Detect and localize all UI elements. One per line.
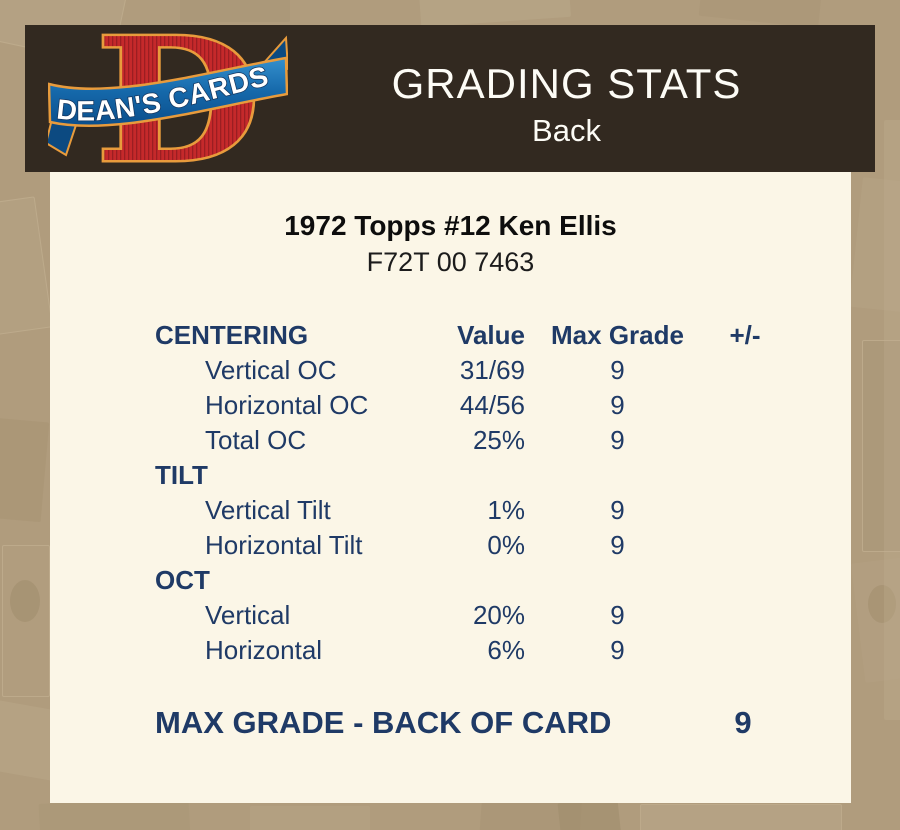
collage-card (698, 0, 822, 29)
row-label: Horizontal (205, 635, 323, 665)
row-label: Vertical Tilt (205, 495, 331, 525)
table-header-row: CENTERING Value Max Grade +/- (155, 318, 851, 353)
deans-cards-logo-svg: D D DEAN'S CARDS (44, 0, 290, 203)
table-row: Vertical OC 31/69 9 (155, 353, 851, 388)
header-band: D D DEAN'S CARDS GRADING STATS Back (25, 0, 875, 203)
header-titles: GRADING STATS Back (288, 48, 875, 150)
collage-card (418, 0, 572, 28)
page-title: GRADING STATS (391, 59, 742, 107)
table-section-row: OCT (155, 563, 851, 598)
table-row: Total OC 25% 9 (155, 423, 851, 458)
row-label: Vertical OC (205, 355, 337, 385)
row-value: 1% (487, 495, 525, 525)
table-row: Horizontal Tilt 0% 9 (155, 528, 851, 563)
row-max-grade: 9 (610, 425, 625, 455)
summary-label: MAX GRADE - BACK OF CARD (155, 705, 612, 740)
row-label: Horizontal Tilt (205, 530, 363, 560)
collage-card (0, 417, 50, 523)
table-row: Vertical Tilt 1% 9 (155, 493, 851, 528)
summary-value: 9 (734, 705, 752, 740)
collage-card (0, 196, 53, 336)
row-value: 31/69 (459, 355, 525, 385)
row-max-grade: 9 (610, 635, 625, 665)
grading-table: CENTERING Value Max Grade +/- Vertical OC 31/… (155, 318, 851, 668)
summary-row: MAX GRADE - BACK OF CARD 9 (155, 704, 851, 742)
table-section-row: TILT (155, 458, 851, 493)
collage-card (180, 0, 290, 22)
row-value: 25% (472, 425, 525, 455)
row-value: 20% (472, 600, 525, 630)
collage-card (2, 545, 50, 697)
collage-card-seam (884, 120, 900, 720)
column-header-value: Value (457, 320, 525, 350)
row-label: Horizontal OC (205, 390, 369, 420)
collage-portrait (868, 585, 896, 623)
table-row: Vertical 20% 9 (155, 598, 851, 633)
deans-cards-logo: D D DEAN'S CARDS (44, 0, 290, 203)
row-label: Vertical (205, 600, 291, 630)
section-label: TILT (155, 460, 208, 490)
column-header-section: CENTERING (155, 320, 309, 350)
row-value: 44/56 (459, 390, 525, 420)
row-max-grade: 9 (610, 530, 625, 560)
table-row: Horizontal OC 44/56 9 (155, 388, 851, 423)
collage-card (862, 340, 900, 552)
column-header-plus-minus: +/- (729, 320, 761, 350)
collage-card (250, 806, 370, 830)
row-value: 0% (487, 530, 525, 560)
row-label: Total OC (205, 425, 307, 455)
row-max-grade: 9 (610, 600, 625, 630)
card-title: 1972 Topps #12 Ken Ellis (284, 210, 617, 241)
content-panel: 1972 Topps #12 Ken Ellis F72T 00 7463 CE… (50, 172, 851, 803)
ribbon-band (47, 56, 289, 127)
section-label: OCT (155, 565, 210, 595)
table-row: Horizontal 6% 9 (155, 633, 851, 668)
row-max-grade: 9 (610, 355, 625, 385)
row-value: 6% (487, 635, 525, 665)
collage-portrait (10, 580, 40, 622)
collage-card (640, 804, 842, 830)
row-max-grade: 9 (610, 495, 625, 525)
column-header-max-grade: Max Grade (551, 320, 684, 350)
page-subtitle: Back (532, 112, 601, 148)
row-max-grade: 9 (610, 390, 625, 420)
card-code: F72T 00 7463 (366, 247, 535, 277)
